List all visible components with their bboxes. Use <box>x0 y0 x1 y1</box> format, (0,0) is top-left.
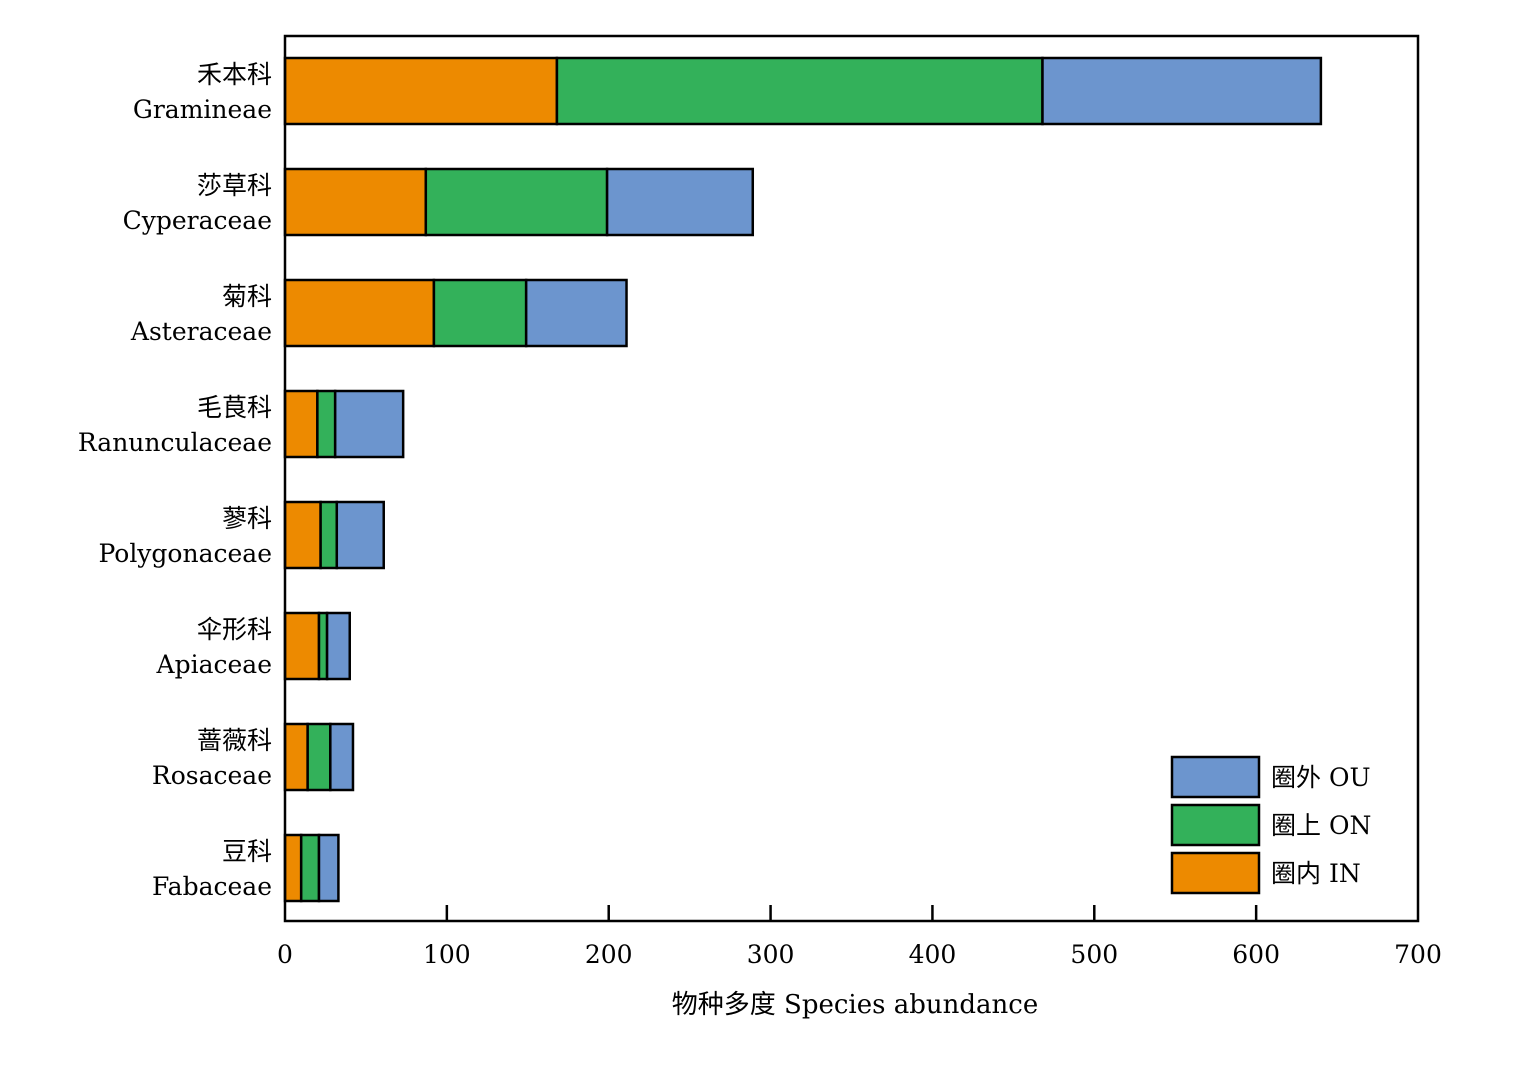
category-label-en: Fabaceae <box>152 872 272 901</box>
category-label-en: Ranunculaceae <box>78 428 272 457</box>
x-axis-title: 物种多度 Species abundance <box>672 990 1038 1020</box>
bar-segment <box>283 278 436 348</box>
bar-segment <box>306 722 332 792</box>
bar-segment <box>555 56 1044 126</box>
bar-segment <box>283 56 559 126</box>
category-label-zh: 毛茛科 <box>197 393 272 422</box>
bars-layer <box>283 56 1323 903</box>
bar-segment <box>333 389 405 459</box>
bar-segment <box>283 611 321 681</box>
bar-segment <box>283 833 303 903</box>
bar-segment <box>283 389 319 459</box>
x-tick-label: 300 <box>747 940 795 969</box>
x-tick-label: 700 <box>1394 940 1442 969</box>
category-label-zh: 禾本科 <box>197 60 272 89</box>
bar-segment <box>605 167 755 237</box>
legend-label: 圈内 IN <box>1271 859 1361 888</box>
category-label-zh: 蓼科 <box>222 504 272 533</box>
category-labels: 禾本科 Gramineae 莎草科 Cyperaceae 菊科 Asteraceae 毛茛科… <box>78 60 272 901</box>
bar-segment <box>283 722 309 792</box>
category-label-zh: 蔷薇科 <box>197 726 272 755</box>
category-label-en: Rosaceae <box>152 761 272 790</box>
bar-segment <box>316 389 337 459</box>
x-tick-label: 200 <box>585 940 633 969</box>
x-tick-label: 500 <box>1070 940 1118 969</box>
category-label-en: Cyperaceae <box>123 206 272 235</box>
x-axis: 0 100 200 300 400 500 600 700 <box>277 905 1442 969</box>
legend-swatch <box>1170 755 1261 799</box>
category-label-zh: 豆科 <box>222 837 272 866</box>
bar-segment <box>283 500 322 570</box>
category-label-zh: 菊科 <box>222 282 272 311</box>
bar-segment <box>317 833 340 903</box>
bar-segment <box>329 722 355 792</box>
x-tick-label: 600 <box>1232 940 1280 969</box>
legend-swatch <box>1170 851 1261 895</box>
x-tick-label: 0 <box>277 940 293 969</box>
bar-segment <box>1041 56 1323 126</box>
x-tick-label: 400 <box>909 940 957 969</box>
bar-segment <box>524 278 628 348</box>
legend-swatch <box>1170 803 1261 847</box>
legend-label: 圈上 ON <box>1271 811 1371 840</box>
category-label-zh: 莎草科 <box>197 171 272 200</box>
bar-segment <box>325 611 351 681</box>
category-label-zh: 伞形科 <box>197 615 272 644</box>
bar-segment <box>432 278 528 348</box>
bar-segment <box>335 500 385 570</box>
category-label-en: Gramineae <box>133 95 272 124</box>
bar-segment <box>319 500 339 570</box>
plot-frame <box>283 34 1420 923</box>
category-label-en: Apiaceae <box>156 650 272 679</box>
bar-segment <box>424 167 609 237</box>
bar-segment <box>299 833 321 903</box>
category-label-en: Asteraceae <box>130 317 272 346</box>
category-label-en: Polygonaceae <box>98 539 272 568</box>
legend-label: 圈外 OU <box>1271 763 1371 792</box>
bar-segment <box>283 167 428 237</box>
legend: 圈外 OU 圈上 ON 圈内 IN <box>1170 755 1371 895</box>
x-tick-label: 100 <box>423 940 471 969</box>
